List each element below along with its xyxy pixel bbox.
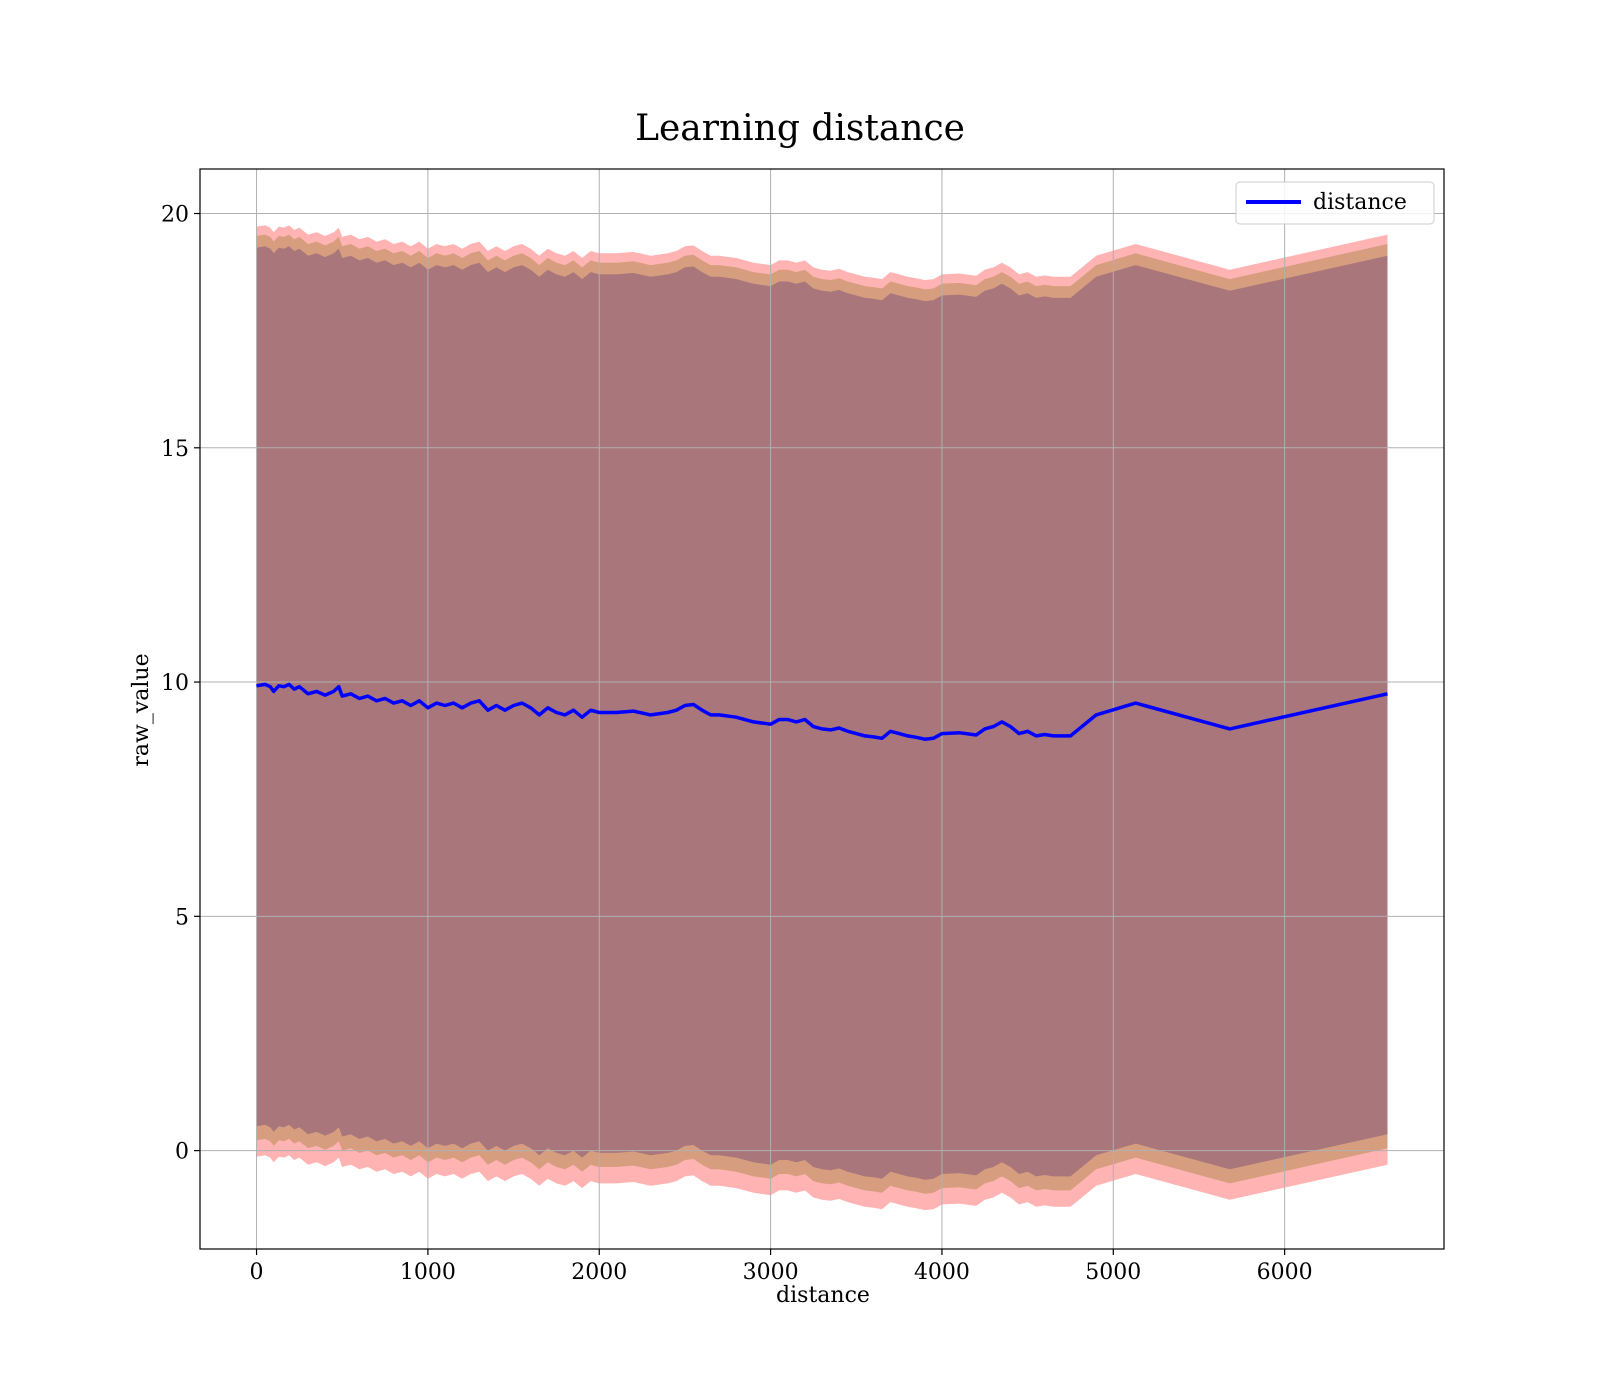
- series-line-distance: [256, 682, 1388, 741]
- y-tick-label: 20: [161, 203, 189, 228]
- legend-entry-distance: distance: [1313, 190, 1407, 215]
- bands-layer: [256, 225, 1388, 1211]
- y-tick-label: 5: [175, 905, 189, 930]
- y-tick-label: 15: [161, 437, 189, 462]
- y-tick-label: 0: [175, 1140, 189, 1165]
- x-tick-label: 2000: [571, 1260, 627, 1285]
- line-layer: [256, 682, 1388, 741]
- x-tick-label: 0: [250, 1260, 264, 1285]
- x-axis-label: distance: [776, 1283, 870, 1308]
- y-tick-label: 10: [161, 671, 189, 696]
- band-2: [256, 246, 1388, 1180]
- legend: distance: [1235, 181, 1435, 225]
- x-tick-label: 4000: [914, 1260, 970, 1285]
- x-tick-label: 1000: [400, 1260, 456, 1285]
- x-tick-label: 3000: [743, 1260, 799, 1285]
- chart-title: Learning distance: [635, 108, 965, 149]
- y-axis-label: raw_value: [129, 653, 154, 766]
- legend-box: [1235, 181, 1435, 225]
- y-axis-ticks: 0 5 10 15 20: [161, 203, 200, 1165]
- plot-frame: [199, 168, 1445, 1250]
- x-tick-label: 6000: [1257, 1260, 1313, 1285]
- x-axis-ticks: 0 1000 2000 3000 4000 5000 6000: [250, 1249, 1313, 1285]
- x-tick-label: 5000: [1085, 1260, 1141, 1285]
